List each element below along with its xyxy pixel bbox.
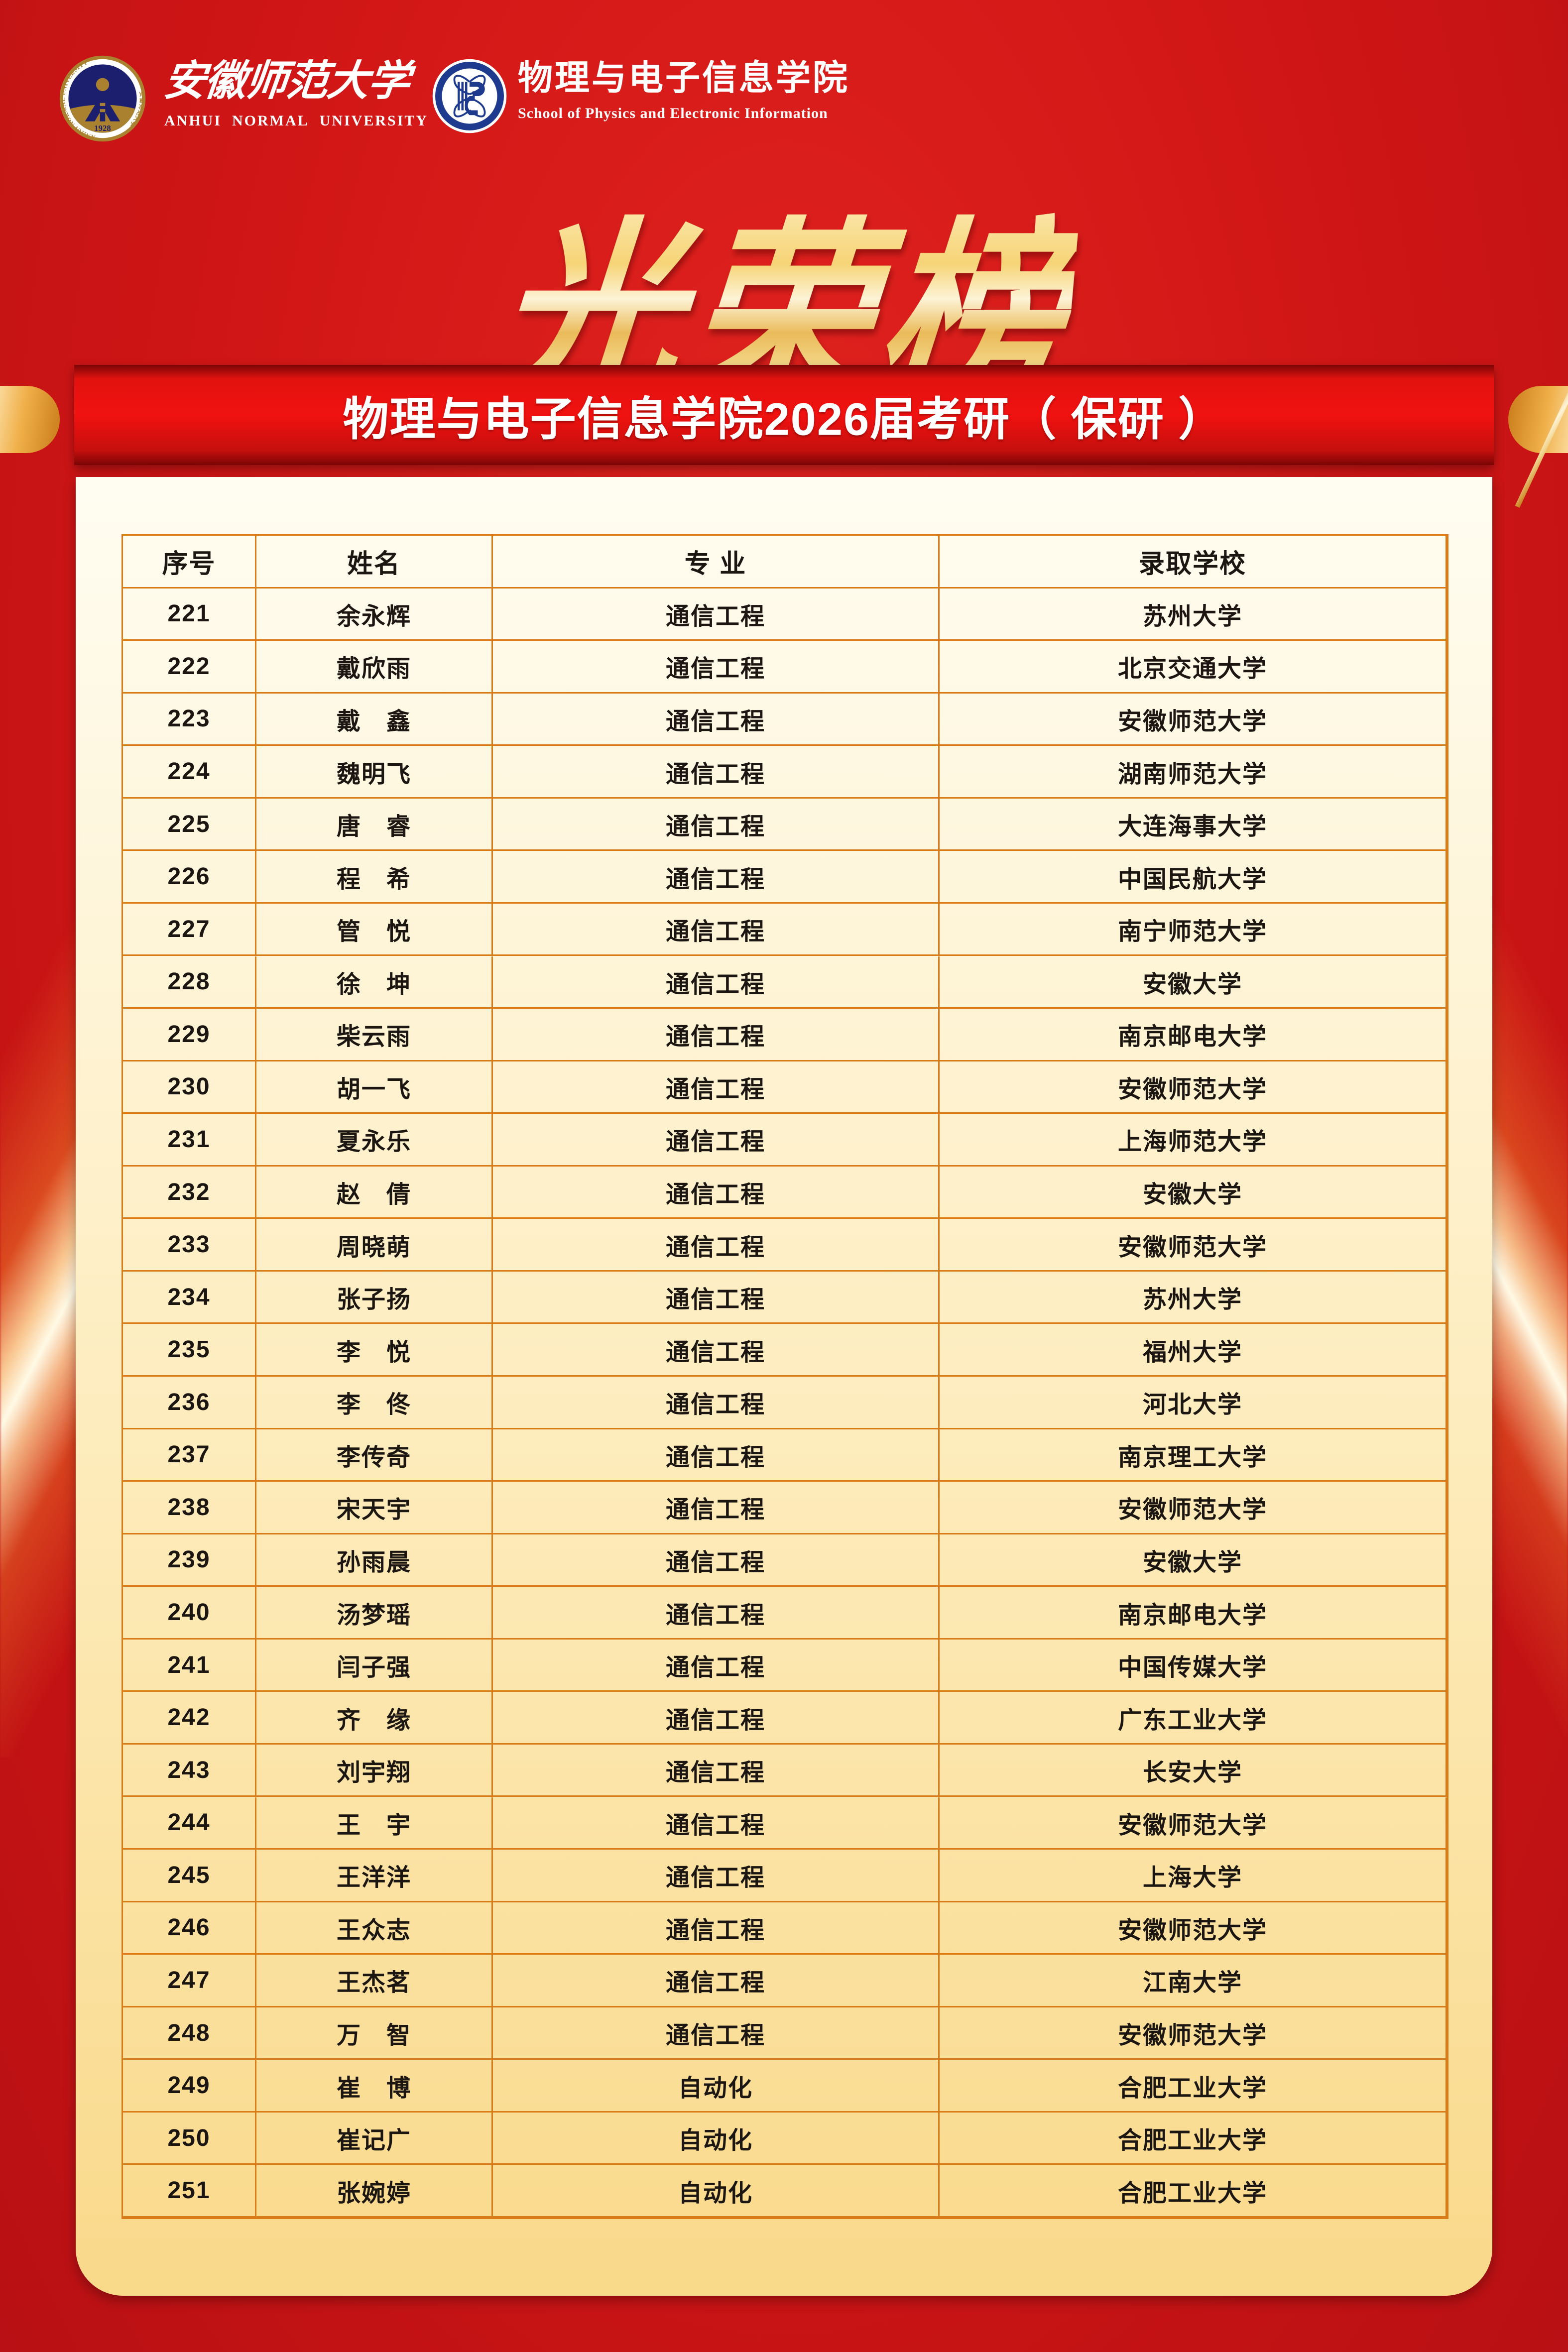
svg-text:1928: 1928: [94, 123, 111, 133]
